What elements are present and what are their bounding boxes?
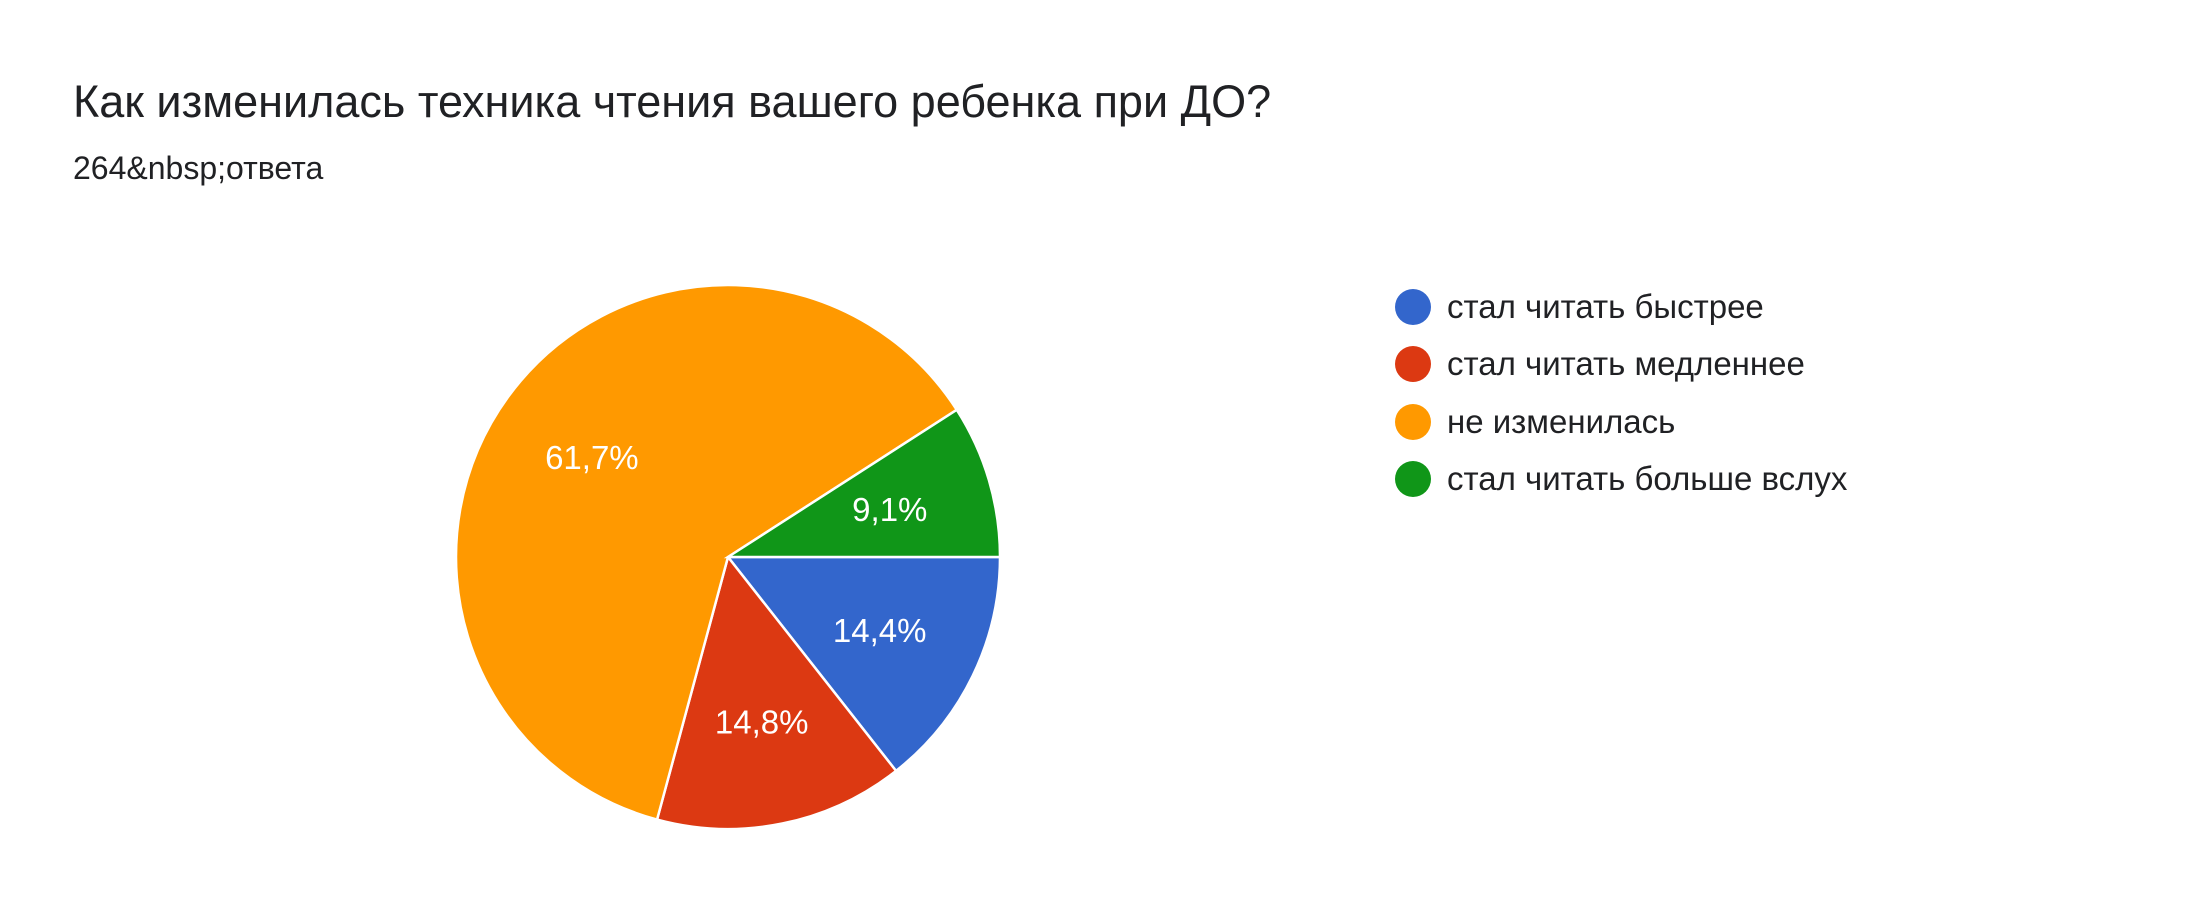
legend-swatch-icon	[1395, 346, 1431, 383]
pie-slice-labels: 14,4% 14,8% 61,7% 9,1%	[545, 439, 927, 741]
pie-slice-slower[interactable]	[655, 554, 898, 831]
pie-slice-faster[interactable]	[725, 555, 1002, 773]
pie-slice-label: 14,4%	[833, 612, 927, 649]
legend-label: стал читать больше вслух	[1447, 460, 1848, 498]
legend-label: стал читать быстрее	[1447, 287, 1764, 325]
legend-item-unchanged[interactable]: не изменилась	[1395, 393, 1847, 451]
legend-swatch-icon	[1395, 461, 1431, 498]
legend-item-faster[interactable]: стал читать быстрее	[1395, 278, 1847, 336]
legend-swatch-icon	[1395, 288, 1431, 325]
legend-label: стал читать медленнее	[1447, 345, 1805, 383]
legend-item-aloud[interactable]: стал читать больше вслух	[1395, 451, 1847, 509]
response-count: 264&nbsp;ответа	[73, 150, 324, 186]
pie-slice-unchanged[interactable]	[454, 283, 959, 822]
legend-label: не изменилась	[1447, 402, 1676, 440]
chart-title: Как изменилась техника чтения вашего реб…	[73, 76, 1272, 127]
pie-slice-label: 14,8%	[715, 704, 809, 741]
pie-slice-aloud[interactable]	[723, 408, 1002, 559]
legend-swatch-icon	[1395, 403, 1431, 440]
pie-slices	[454, 283, 1002, 831]
pie-slice-label: 9,1%	[852, 491, 927, 528]
legend-item-slower[interactable]: стал читать медленнее	[1395, 336, 1847, 394]
chart-legend: стал читать быстрее стал читать медленне…	[1395, 278, 1847, 508]
pie-slice-label: 61,7%	[545, 439, 639, 476]
